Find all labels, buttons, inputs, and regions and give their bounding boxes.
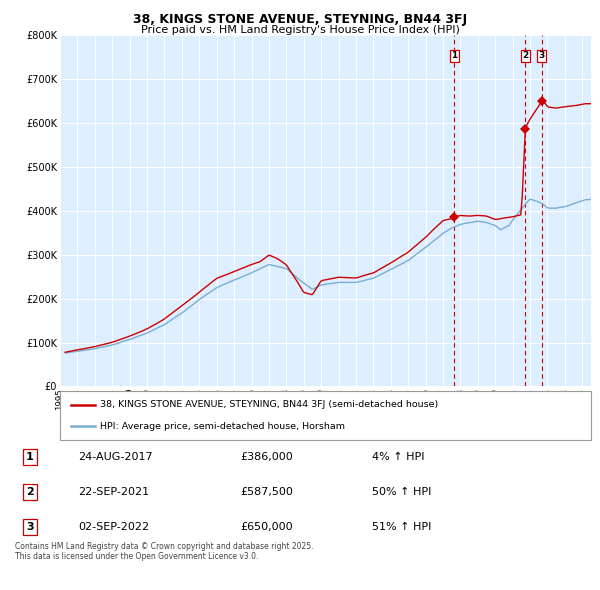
Text: 3: 3 bbox=[26, 522, 34, 532]
Text: 02-SEP-2022: 02-SEP-2022 bbox=[78, 522, 149, 532]
Text: 51% ↑ HPI: 51% ↑ HPI bbox=[372, 522, 431, 532]
Text: 3: 3 bbox=[539, 51, 545, 60]
Text: £386,000: £386,000 bbox=[240, 453, 293, 463]
FancyBboxPatch shape bbox=[60, 391, 591, 440]
Text: 24-AUG-2017: 24-AUG-2017 bbox=[78, 453, 152, 463]
Text: Contains HM Land Registry data © Crown copyright and database right 2025.
This d: Contains HM Land Registry data © Crown c… bbox=[15, 542, 314, 562]
Text: £587,500: £587,500 bbox=[240, 487, 293, 497]
Text: 2: 2 bbox=[522, 51, 529, 60]
Text: 38, KINGS STONE AVENUE, STEYNING, BN44 3FJ (semi-detached house): 38, KINGS STONE AVENUE, STEYNING, BN44 3… bbox=[100, 400, 438, 409]
Text: 22-SEP-2021: 22-SEP-2021 bbox=[78, 487, 149, 497]
Text: Price paid vs. HM Land Registry's House Price Index (HPI): Price paid vs. HM Land Registry's House … bbox=[140, 25, 460, 35]
Text: 50% ↑ HPI: 50% ↑ HPI bbox=[372, 487, 431, 497]
Text: 38, KINGS STONE AVENUE, STEYNING, BN44 3FJ: 38, KINGS STONE AVENUE, STEYNING, BN44 3… bbox=[133, 13, 467, 26]
Text: 4% ↑ HPI: 4% ↑ HPI bbox=[372, 453, 425, 463]
Text: 1: 1 bbox=[26, 453, 34, 463]
Text: HPI: Average price, semi-detached house, Horsham: HPI: Average price, semi-detached house,… bbox=[100, 421, 345, 431]
Text: 2: 2 bbox=[26, 487, 34, 497]
Text: £650,000: £650,000 bbox=[240, 522, 293, 532]
Text: 1: 1 bbox=[451, 51, 457, 60]
